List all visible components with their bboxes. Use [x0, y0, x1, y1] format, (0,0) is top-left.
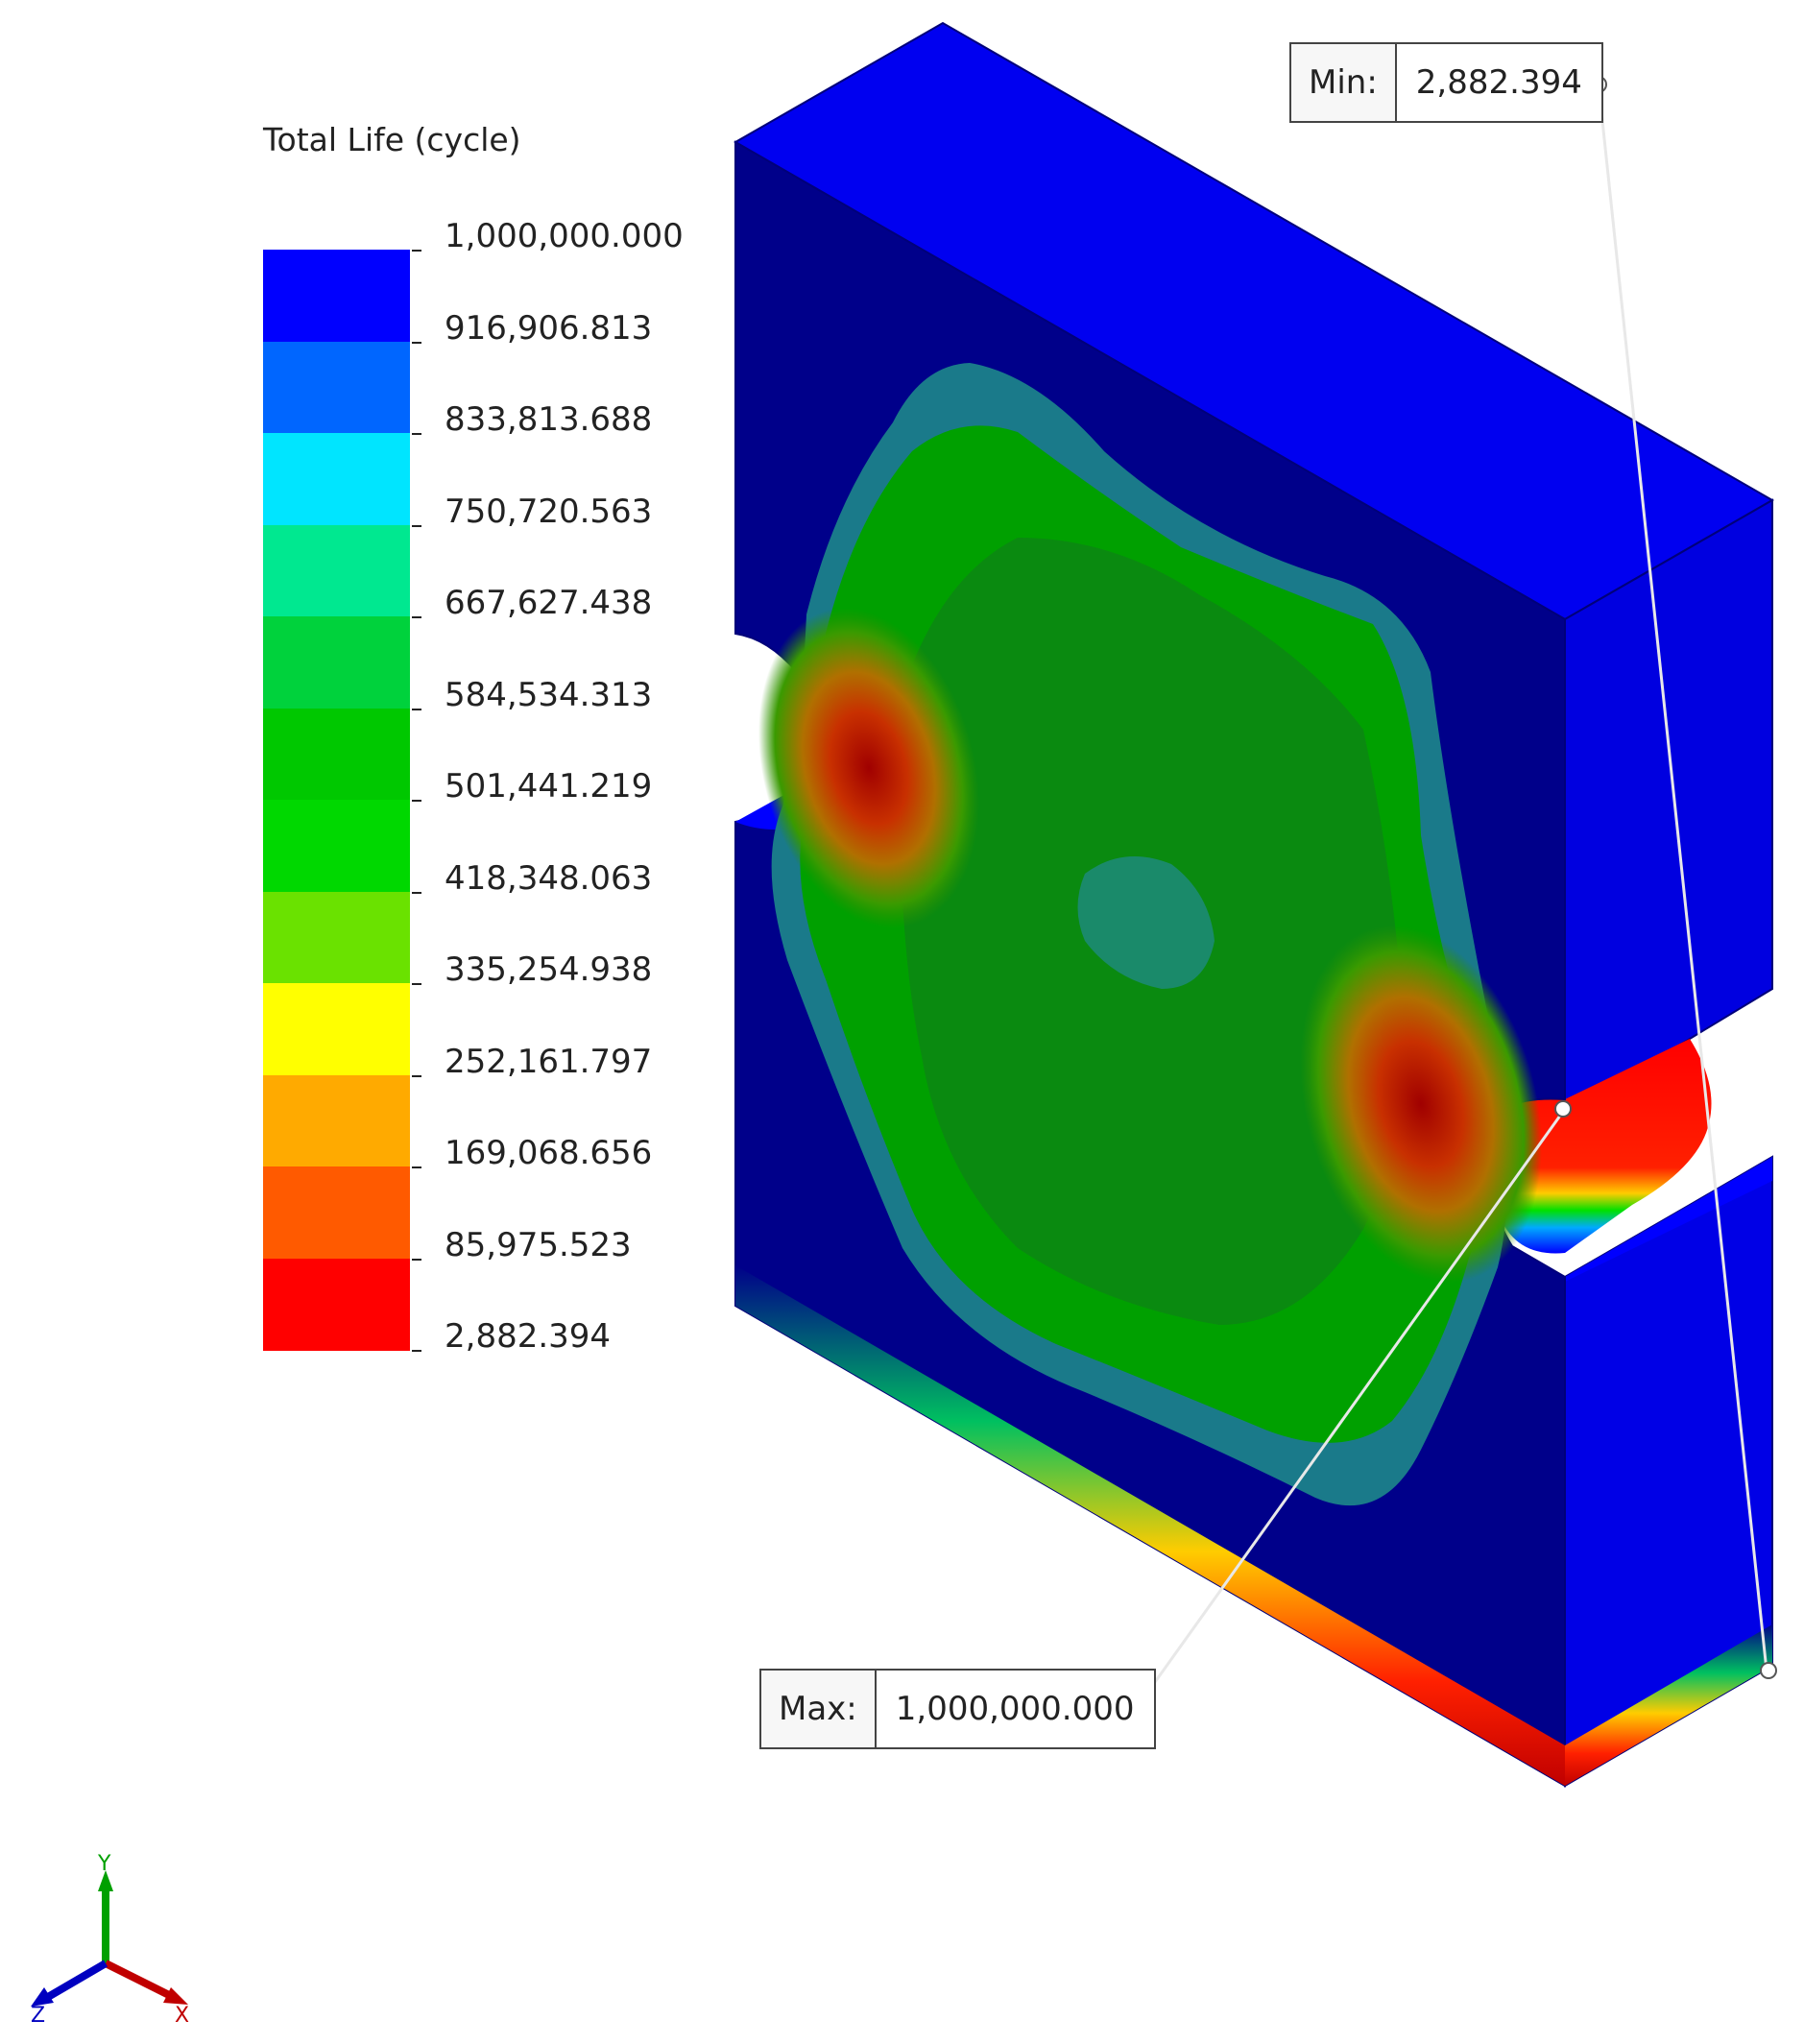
legend-tick-label: 667,627.438 [445, 584, 653, 622]
legend-tick-mark [412, 983, 421, 985]
legend-tick-label: 833,813.688 [445, 400, 653, 439]
legend-tick-label: 501,441.219 [445, 767, 653, 806]
legend-tick-mark [412, 1258, 421, 1261]
left-hot-spot [758, 608, 980, 928]
legend-color-bar [263, 250, 410, 1351]
legend-band-4 [263, 524, 410, 617]
max-label: Max: [761, 1671, 877, 1747]
legend-band-5 [263, 616, 410, 709]
max-callout[interactable]: Max: 1,000,000.000 [759, 1669, 1156, 1749]
min-callout[interactable]: Min: 2,882.394 [1289, 42, 1603, 123]
legend-tick-mark [412, 616, 421, 618]
right-notch-surface [1483, 1039, 1712, 1254]
legend-band-8 [263, 891, 410, 984]
legend-band-9 [263, 983, 410, 1075]
legend-tick-mark [412, 433, 421, 435]
legend-tick-mark [412, 1166, 421, 1168]
side-bottom-band [1565, 1624, 1772, 1786]
min-leader-line [1597, 84, 1768, 1671]
legend-tick-label: 418,348.063 [445, 858, 653, 898]
legend-tick-mark [412, 708, 421, 710]
legend-band-10 [263, 1074, 410, 1167]
legend-tick-label: 85,975.523 [445, 1225, 632, 1264]
bottom-edge-band [735, 1265, 1565, 1786]
axis-y-label: Y [97, 1853, 111, 1876]
axis-z-label: Z [31, 2004, 45, 2026]
contour-center-teal [1077, 856, 1215, 989]
legend-tick-label: 2,882.394 [445, 1317, 612, 1356]
right-hot-spot [1300, 925, 1542, 1284]
legend-tick-mark [412, 1074, 421, 1077]
legend-tick-mark [412, 341, 421, 344]
legend-tick-label: 584,534.313 [445, 675, 653, 714]
legend-band-1 [263, 250, 410, 342]
max-leader-line [1134, 1108, 1567, 1710]
axis-triad: Y X Z [31, 1853, 189, 2026]
axis-x-label: X [175, 2004, 189, 2026]
legend-band-2 [263, 341, 410, 434]
min-value: 2,882.394 [1415, 63, 1582, 102]
legend-tick-label: 750,720.563 [445, 492, 653, 531]
legend-tick-mark [412, 800, 421, 802]
legend-tick-mark [412, 250, 421, 252]
legend-tick-label: 1,000,000.000 [445, 217, 684, 255]
legend-tick-label: 169,068.656 [445, 1134, 653, 1172]
min-label: Min: [1291, 44, 1397, 121]
min-probe-point[interactable] [1760, 1662, 1777, 1679]
legend-tick-label: 252,161.797 [445, 1042, 653, 1081]
legend-band-7 [263, 800, 410, 892]
max-probe-point[interactable] [1554, 1100, 1572, 1118]
legend-tick-mark [412, 524, 421, 527]
legend-tick-mark [412, 891, 421, 894]
legend-band-11 [263, 1166, 410, 1259]
legend-tick-label: 916,906.813 [445, 308, 653, 348]
legend-band-6 [263, 708, 410, 801]
legend-tick-mark [412, 1350, 421, 1352]
max-value: 1,000,000.000 [895, 1690, 1135, 1728]
legend-title: Total Life (cycle) [263, 121, 521, 158]
legend-band-12 [263, 1258, 410, 1351]
legend-band-3 [263, 433, 410, 525]
legend-tick-label: 335,254.938 [445, 950, 653, 989]
